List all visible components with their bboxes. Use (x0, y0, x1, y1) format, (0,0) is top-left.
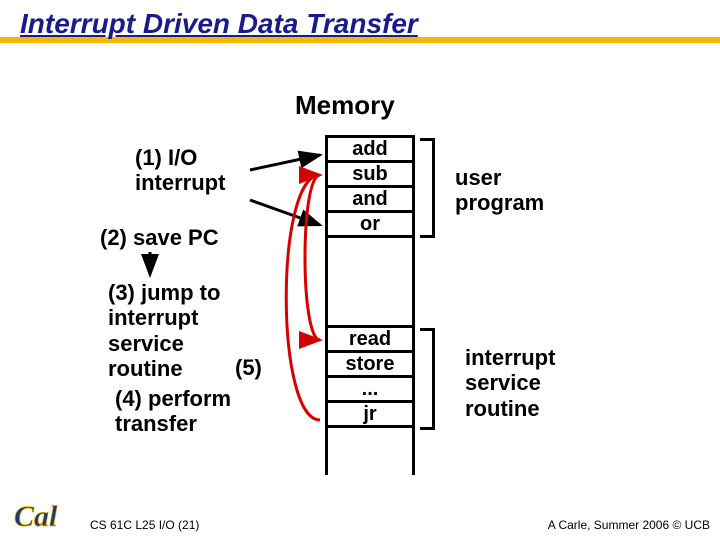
footer-left: CS 61C L25 I/O (21) (90, 518, 199, 532)
memory-column: add sub and or read store ... jr (325, 135, 415, 475)
step-4-label: (4) perform transfer (115, 386, 231, 437)
arrow-into-or (250, 200, 320, 225)
user-program-label: user program (455, 165, 544, 216)
isr-bracket (420, 328, 435, 430)
mem-cell: or (328, 213, 412, 238)
mem-cell: add (328, 138, 412, 163)
isr-label: interrupt service routine (465, 345, 555, 421)
mem-gap (328, 238, 412, 328)
step-5-label: (5) (235, 355, 262, 380)
memory-heading: Memory (295, 90, 395, 121)
arrow-interrupt (250, 155, 320, 170)
user-bracket (420, 138, 435, 238)
svg-text:Cal: Cal (14, 500, 58, 533)
arrow-jr-return (286, 175, 320, 420)
mem-cell: read (328, 328, 412, 353)
cal-logo: Cal (10, 496, 80, 536)
footer-right: A Carle, Summer 2006 © UCB (548, 518, 710, 532)
mem-cell: jr (328, 403, 412, 428)
step-3-label: (3) jump to interrupt service routine (108, 280, 220, 381)
mem-cell: and (328, 188, 412, 213)
page-title: Interrupt Driven Data Transfer (20, 8, 700, 40)
step-2-label: (2) save PC (100, 225, 219, 250)
step-1-label: (1) I/O interrupt (135, 145, 225, 196)
arrow-jump-to-isr (305, 175, 320, 340)
mem-cell: store (328, 353, 412, 378)
mem-cell: sub (328, 163, 412, 188)
mem-cell: ... (328, 378, 412, 403)
